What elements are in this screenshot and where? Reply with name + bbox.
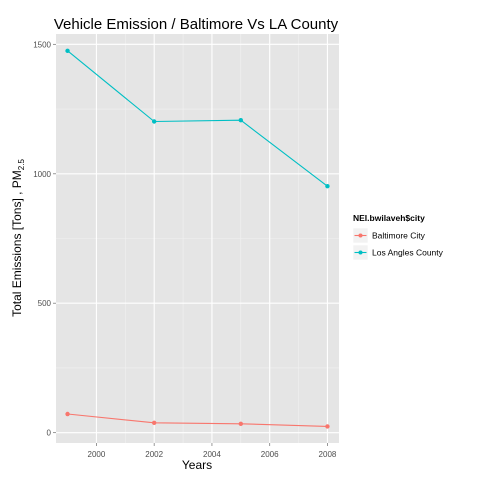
- data-point: [238, 118, 244, 123]
- major-grid: [56, 34, 339, 443]
- legend-label: Baltimore City: [372, 231, 426, 241]
- x-axis-title: Years: [182, 458, 212, 472]
- legend-key-point: [358, 233, 363, 238]
- minor-grid: [56, 34, 339, 443]
- x-tick-label: 2000: [88, 450, 106, 459]
- y-axis-title-subscript: 2.5: [17, 159, 26, 171]
- legend-key-point: [358, 250, 363, 255]
- data-point: [151, 119, 157, 124]
- y-tick-label: 0: [47, 429, 52, 438]
- series-line-1: [67, 413, 328, 427]
- x-tick-label: 2002: [145, 450, 163, 459]
- y-axis-title-main: Total Emissions [Tons] , PM: [10, 170, 24, 317]
- series-layer: [65, 48, 330, 429]
- data-point: [238, 421, 244, 427]
- y-tick-label: 1000: [33, 170, 51, 179]
- data-point: [65, 48, 70, 54]
- plot-panel: [56, 34, 339, 443]
- x-tick-label: 2006: [261, 450, 279, 459]
- data-point: [325, 424, 330, 429]
- y-tick-label: 1500: [33, 40, 51, 49]
- data-point: [325, 184, 330, 189]
- legend-label: Los Angles County: [372, 248, 444, 258]
- legend-title: NEI.bwilaveh$city: [353, 213, 425, 223]
- series-line-2: [67, 50, 328, 187]
- chart-title: Vehicle Emission / Baltimore Vs LA Count…: [54, 16, 339, 33]
- y-tick-label: 500: [38, 299, 52, 308]
- data-point: [65, 411, 70, 417]
- data-point: [151, 420, 157, 426]
- x-tick-label: 2004: [203, 450, 221, 459]
- y-axis-title: Total Emissions [Tons] , PM2.5: [10, 159, 26, 317]
- legend: NEI.bwilaveh$city Baltimore City Los Angl…: [352, 213, 444, 261]
- y-axis: 0 500 1000 1500: [33, 40, 56, 438]
- x-tick-label: 2008: [319, 450, 337, 459]
- x-axis: 2000 2002 2004 2006 2008: [88, 443, 337, 459]
